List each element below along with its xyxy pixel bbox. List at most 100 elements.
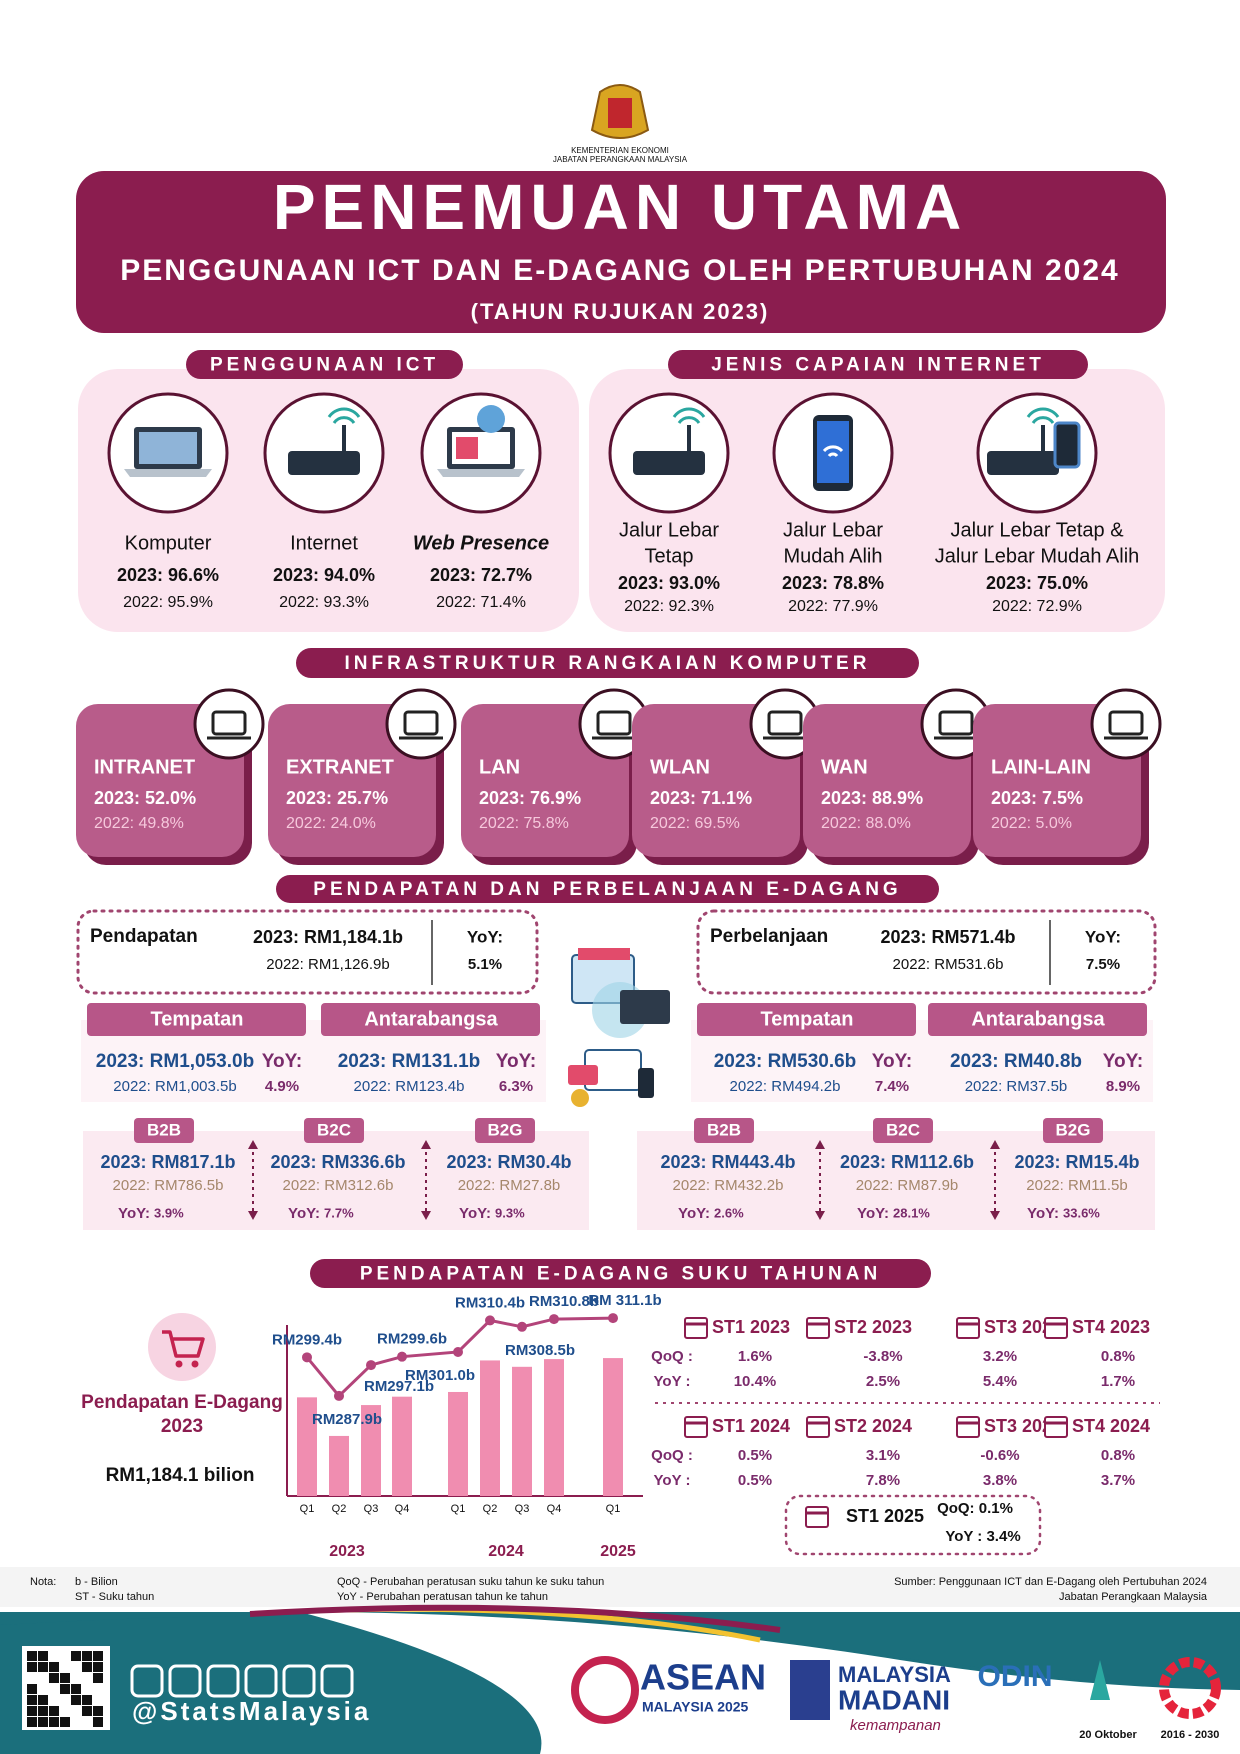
qoq-value: 3.2%: [983, 1348, 1017, 1365]
section-title: PENDAPATAN E-DAGANG SUKU TAHUNAN: [360, 1264, 881, 1285]
x-tick-label: Q1: [606, 1503, 621, 1515]
qr-cell: [82, 1651, 92, 1661]
current-value: 2023: RM1,053.0b: [96, 1051, 254, 1072]
qoq-value: -0.6%: [980, 1447, 1019, 1464]
segment-panel: [83, 1131, 589, 1230]
previous-value: 2022: 77.9%: [788, 598, 878, 615]
section-title: PENDAPATAN DAN PERBELANJAAN E-DAGANG: [313, 879, 901, 900]
social-icon[interactable]: [130, 1664, 164, 1698]
card-icon-part: [596, 710, 632, 736]
item-label: Jalur Lebar Mudah Alih: [935, 545, 1140, 567]
line-point: [302, 1352, 312, 1363]
icon-part: [327, 407, 361, 424]
yoy-label: YoY:: [496, 1051, 536, 1072]
year-label: 2025: [600, 1543, 636, 1560]
x-tick-label: Q4: [395, 1503, 410, 1515]
quarter-label: ST3 2023: [984, 1317, 1062, 1337]
logo-text: MADANI: [838, 1684, 950, 1715]
item-label: Tetap: [645, 545, 694, 567]
handle: @StatsMalaysia: [132, 1696, 371, 1726]
current-value: 2023: 78.8%: [782, 573, 884, 593]
previous-value: 2022: RM1,003.5b: [113, 1078, 236, 1095]
segment-tag: [694, 1118, 754, 1143]
yoy-value: 7.8%: [866, 1472, 900, 1489]
previous-value: 2022: RM27.8b: [458, 1177, 561, 1194]
logo-text: 2016 - 2030: [1161, 1729, 1220, 1741]
qoq-value: 0.5%: [738, 1447, 772, 1464]
asean-logo: [571, 1656, 639, 1724]
yoy-value: 5.1%: [468, 956, 502, 973]
illustration: [568, 1065, 598, 1085]
arrow-head: [421, 1140, 431, 1220]
yoy-label: YoY:: [459, 1205, 491, 1222]
social-icon[interactable]: [206, 1664, 240, 1698]
logo-text: MALAYSIA: [838, 1662, 951, 1687]
yoy-value: 3.8%: [983, 1472, 1017, 1489]
sub-label: Antarabangsa: [364, 1008, 498, 1030]
section-pill: [276, 875, 939, 903]
current-value: 2023: 7.5%: [991, 788, 1083, 808]
bar: [392, 1396, 412, 1496]
yoy-value: 6.3%: [499, 1078, 533, 1095]
footer-stripe: [249, 1604, 781, 1633]
sub-header: [321, 1003, 540, 1036]
year-label: 2024: [488, 1543, 524, 1560]
card-label: INTRANET: [94, 756, 195, 778]
note: QoQ - Perubahan peratusan suku tahun ke …: [337, 1576, 604, 1588]
current-value: 2023: RM336.6b: [270, 1152, 405, 1172]
cart-icon: [175, 1360, 183, 1368]
segment-tag: [304, 1118, 364, 1143]
line-point: [517, 1321, 527, 1332]
title-banner: [76, 171, 1166, 333]
qr-cell: [93, 1717, 103, 1727]
value-label: RM310.8b: [529, 1293, 599, 1310]
card-icon-part: [767, 710, 803, 736]
qr-cell: [38, 1651, 48, 1661]
previous-value: 2022: 93.3%: [279, 594, 369, 611]
value-label: RM301.0b: [405, 1367, 475, 1384]
previous-value: 2022: 5.0%: [991, 815, 1072, 832]
calendar-icon: [806, 1416, 830, 1438]
current-value: 2023: 25.7%: [286, 788, 388, 808]
latest-qoq: QoQ: 0.1%: [937, 1500, 1013, 1517]
value-label: RM299.4b: [272, 1331, 342, 1348]
qr-cell: [60, 1717, 70, 1727]
current-value: 2023: 72.7%: [430, 565, 532, 585]
summary-label: Pendapatan: [90, 926, 198, 947]
social-icon[interactable]: [320, 1664, 354, 1698]
latest-label: ST1 2025: [846, 1506, 924, 1526]
social-icon[interactable]: [282, 1664, 316, 1698]
previous-value: 2022: 69.5%: [650, 815, 740, 832]
yoy-value: 7.4%: [875, 1078, 909, 1095]
yoy-value: 3.9%: [154, 1205, 184, 1220]
social-icon[interactable]: [168, 1664, 202, 1698]
section-title: PENGGUNAAN ICT: [210, 355, 439, 376]
source: Jabatan Perangkaan Malaysia: [1059, 1591, 1208, 1603]
year-label: 2023: [329, 1543, 365, 1560]
cart-icon: [191, 1360, 199, 1368]
icon-part: [672, 407, 706, 424]
previous-value: 2022: RM531.6b: [893, 956, 1004, 973]
yoy-label: YoY:: [1027, 1205, 1059, 1222]
segment-tag: [1043, 1118, 1103, 1143]
sub-header: [87, 1003, 306, 1036]
line-point: [485, 1315, 495, 1326]
note: b - Bilion: [75, 1576, 118, 1588]
yoy-label: YoY:: [1103, 1051, 1143, 1072]
sub-header: [928, 1003, 1147, 1036]
icon-part: [139, 432, 197, 464]
title: PENEMUAN UTAMA: [273, 171, 967, 243]
sdg-logo: [1159, 1657, 1221, 1719]
yoy-value: 0.5%: [738, 1472, 772, 1489]
yoy-label: YoY:: [262, 1051, 302, 1072]
card-icon-part: [211, 710, 247, 736]
social-icon[interactable]: [244, 1664, 278, 1698]
sub-header: [697, 1003, 916, 1036]
yoy-label: YoY:: [872, 1051, 912, 1072]
section-pill: [668, 350, 1088, 379]
arrow-head: [248, 1140, 258, 1220]
value-label: RM287.9b: [312, 1411, 382, 1428]
quarter-label: ST1 2023: [712, 1317, 790, 1337]
line-point: [453, 1346, 463, 1357]
qr-cell: [49, 1673, 59, 1683]
